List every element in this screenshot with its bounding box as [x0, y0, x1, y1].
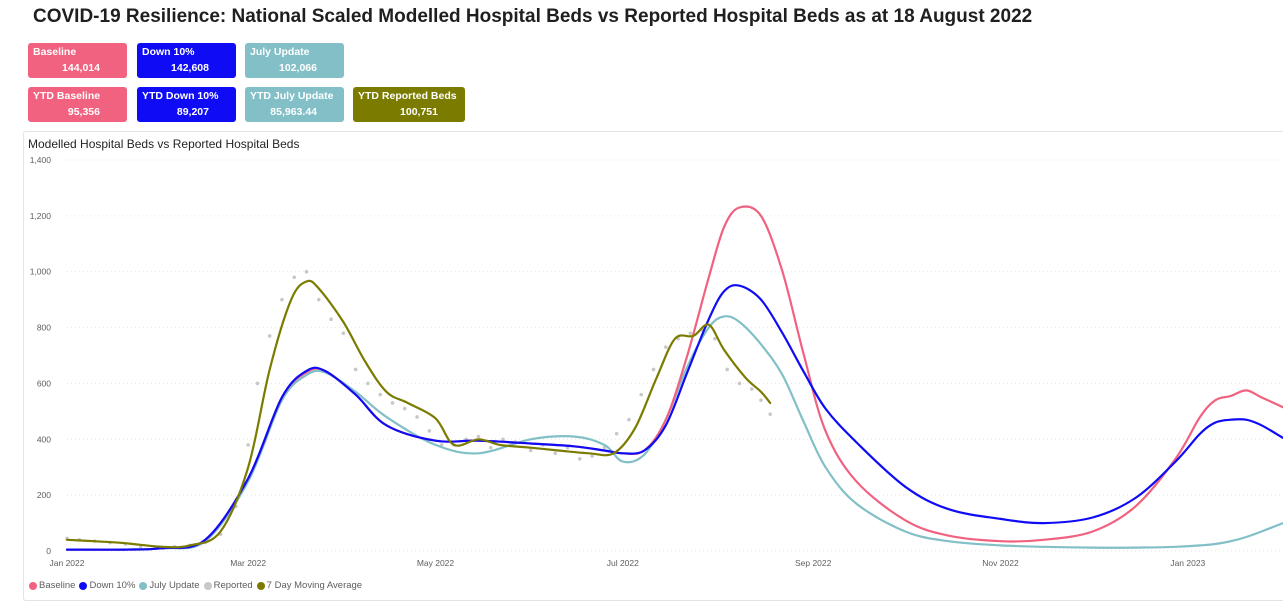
reported-point — [614, 431, 619, 436]
card-ytd-reported-beds-label: YTD Reported Beds — [358, 90, 457, 102]
card-july-update: July Update 102,066 — [245, 43, 344, 78]
x-tick-label: Mar 2022 — [230, 558, 266, 568]
reported-point — [246, 443, 250, 447]
y-tick-label: 1,000 — [30, 267, 52, 277]
y-tick-label: 1,400 — [30, 155, 52, 165]
reported-point — [329, 317, 333, 321]
reported-point — [476, 434, 481, 439]
y-tick-label: 200 — [37, 490, 51, 500]
reported-point — [749, 387, 754, 391]
reported-point — [488, 445, 493, 450]
reported-point — [267, 334, 272, 338]
x-tick-label: May 2022 — [417, 558, 455, 568]
legend-item-reported[interactable]: Reported — [203, 580, 253, 591]
card-ytd-reported-beds: YTD Reported Beds 100,751 — [353, 87, 465, 122]
legend-marker — [256, 581, 265, 590]
reported-point — [402, 406, 407, 411]
card-ytd-july-update: YTD July Update 85,963.44 — [245, 87, 344, 122]
reported-point — [341, 331, 346, 335]
legend-label: Baseline — [39, 580, 76, 591]
legend-item-baseline[interactable]: Baseline — [29, 580, 75, 591]
reported-point — [713, 336, 717, 341]
reported-point — [427, 429, 432, 433]
card-ytd-july-update-value: 85,963.44 — [270, 106, 317, 118]
card-ytd-july-update-label: YTD July Update — [250, 90, 334, 102]
x-tick-label: Nov 2022 — [982, 558, 1019, 568]
reported-point — [590, 454, 594, 458]
card-baseline: Baseline 144,014 — [28, 43, 127, 78]
page-title: COVID-19 Resilience: National Scaled Mod… — [33, 6, 1033, 27]
reported-point — [578, 457, 582, 461]
card-baseline-value: 144,014 — [62, 62, 100, 74]
y-tick-label: 400 — [37, 434, 51, 444]
down-10-line — [65, 284, 1283, 551]
card-down10-label: Down 10% — [142, 46, 195, 58]
reported-point — [768, 412, 772, 416]
legend-marker — [203, 581, 212, 590]
reported-point — [304, 269, 309, 274]
reported-point — [390, 401, 395, 405]
card-ytd-reported-beds-value: 100,751 — [400, 106, 438, 118]
legend-marker — [79, 581, 88, 590]
july-update-line — [65, 315, 1283, 551]
card-ytd-down10: YTD Down 10% 89,207 — [137, 87, 236, 122]
legend-label: Down 10% — [89, 580, 136, 591]
card-ytd-down10-value: 89,207 — [176, 106, 209, 118]
reported-point — [316, 297, 321, 302]
y-tick-label: 800 — [37, 323, 51, 333]
chart-legend: Baseline Down 10% July Update Reported 7 Day… — [29, 580, 366, 591]
reported-point — [353, 367, 358, 372]
baseline-line — [65, 205, 1283, 551]
reported-point — [627, 417, 631, 422]
reported-point — [688, 331, 693, 335]
reported-point — [553, 451, 558, 456]
legend-label: 7 Day Moving Average — [266, 580, 363, 591]
reported-point — [378, 392, 383, 397]
card-baseline-label: Baseline — [33, 46, 77, 58]
reported-point — [528, 448, 533, 453]
y-tick-label: 0 — [46, 546, 51, 556]
card-down10-value: 142,608 — [171, 62, 209, 74]
legend-label: Reported — [213, 580, 253, 591]
legend-marker — [139, 581, 148, 590]
x-tick-label: Jan 2022 — [50, 558, 85, 568]
reported-point — [737, 381, 742, 386]
reported-point — [602, 445, 607, 450]
card-ytd-down10-label: YTD Down 10% — [142, 90, 219, 102]
card-ytd-baseline-value: 95,356 — [67, 106, 100, 118]
reported-point — [725, 367, 730, 372]
x-tick-label: Sep 2022 — [795, 558, 832, 568]
reported-point — [639, 392, 644, 397]
reported-point — [415, 415, 419, 419]
y-tick-label: 600 — [37, 378, 51, 388]
reported-point — [501, 437, 505, 442]
chart-panel — [23, 131, 1283, 601]
legend-item-7-day-moving-average[interactable]: 7 Day Moving Average — [256, 580, 363, 591]
legend-label: July Update — [149, 580, 200, 591]
reported-point — [759, 398, 763, 402]
card-down10: Down 10% 142,608 — [137, 43, 236, 78]
card-july-update-value: 102,066 — [279, 62, 317, 74]
card-july-update-label: July Update — [250, 46, 310, 58]
reported-point — [292, 275, 297, 280]
legend-item-july-update[interactable]: July Update — [139, 580, 200, 591]
7-day-moving-average-line — [65, 279, 772, 549]
y-tick-label: 1,200 — [30, 211, 52, 221]
x-tick-label: Jan 2023 — [1170, 558, 1205, 568]
reported-point — [366, 381, 370, 386]
card-ytd-baseline-label: YTD Baseline — [33, 90, 101, 102]
reported-point — [663, 345, 668, 349]
legend-item-down-10[interactable]: Down 10% — [79, 580, 135, 591]
reported-point — [255, 381, 260, 386]
chart-title: Modelled Hospital Beds vs Reported Hospi… — [28, 137, 300, 151]
reported-point — [651, 367, 656, 372]
reported-point — [280, 297, 284, 302]
legend-marker — [29, 581, 37, 590]
card-ytd-baseline: YTD Baseline 95,356 — [28, 87, 127, 122]
x-tick-label: Jul 2022 — [607, 558, 639, 568]
